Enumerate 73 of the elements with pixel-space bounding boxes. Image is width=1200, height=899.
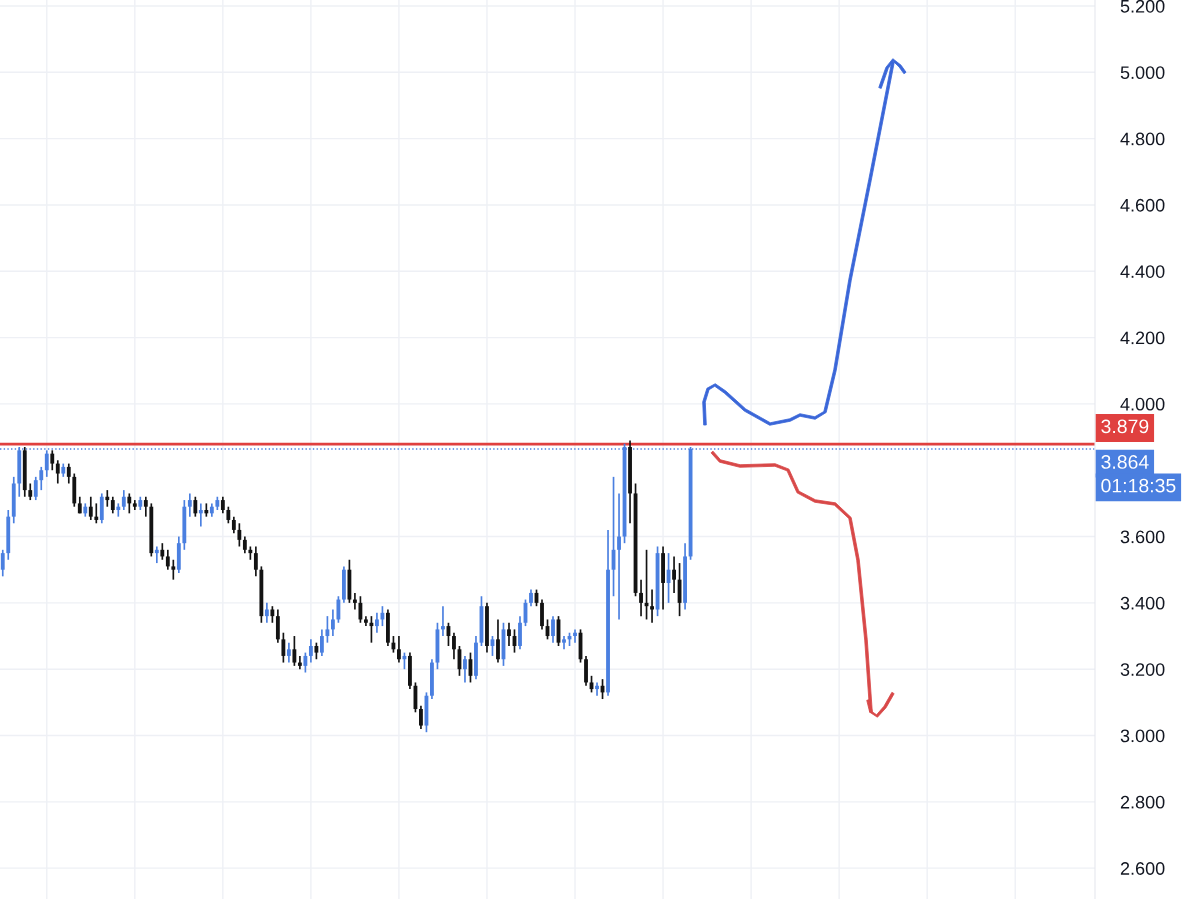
- candlestick: [650, 588, 654, 624]
- text: 01:18:35: [1101, 478, 1176, 493]
- candlestick: [94, 502, 99, 525]
- candlestick: [639, 578, 643, 617]
- candlestick: [39, 466, 44, 491]
- candlestick: [99, 492, 104, 525]
- candlestick: [573, 628, 577, 644]
- y-tick-label: 4.800: [1120, 132, 1165, 146]
- y-tick-label: 4.200: [1120, 331, 1165, 345]
- y-tick-label: 2.800: [1120, 795, 1165, 809]
- candlestick: [369, 615, 374, 644]
- y-tick-label: 3.600: [1120, 530, 1165, 544]
- candlestick: [352, 592, 357, 611]
- candlestick: [44, 449, 49, 478]
- y-tick-label: 4.600: [1120, 198, 1165, 212]
- candlestick: [336, 595, 341, 624]
- candlestick: [496, 618, 500, 664]
- candlestick: [358, 595, 363, 624]
- candlestick: [275, 608, 280, 644]
- candlestick: [419, 704, 423, 730]
- candlestick: [452, 631, 456, 661]
- candlestick: [540, 598, 544, 631]
- y-tick-label: 3.000: [1120, 729, 1165, 743]
- candlestick: [198, 502, 203, 528]
- candlestick: [308, 638, 313, 664]
- candlestick: [518, 615, 522, 651]
- candlestick: [264, 602, 269, 624]
- candlestick: [116, 502, 121, 518]
- y-tick-label: 4.400: [1120, 265, 1165, 278]
- candlestick: [33, 476, 38, 501]
- candlestick: [551, 615, 555, 644]
- y-tick-label: 5.000: [1120, 66, 1165, 80]
- candlestick: [88, 495, 93, 521]
- candlestick: [463, 655, 467, 684]
- ref-line-label: 3.879: [1101, 419, 1149, 434]
- candlestick: [281, 631, 286, 664]
- candlestick: [330, 608, 335, 637]
- candlestick: [380, 605, 385, 627]
- candlestick: [319, 628, 324, 657]
- candlestick: [193, 495, 198, 518]
- candlestick: [127, 492, 132, 515]
- candlestick: [397, 635, 401, 664]
- candlestick: [672, 555, 676, 594]
- candlestick: [237, 522, 242, 548]
- candlestick: [187, 492, 192, 518]
- y-tick-label: 4.000: [1120, 397, 1165, 411]
- candlestick: [325, 615, 330, 644]
- candlestick: [171, 558, 176, 581]
- candlestick: [66, 462, 71, 485]
- candlestick: [121, 489, 126, 511]
- candlestick: [617, 492, 621, 621]
- candlestick: [50, 449, 55, 472]
- candlestick: [303, 651, 308, 674]
- candlestick: [441, 605, 445, 637]
- y-tick-label: 3.200: [1120, 663, 1165, 676]
- candlestick: [105, 489, 110, 508]
- candlestick: [253, 545, 258, 578]
- candlestick: [154, 545, 159, 564]
- candlestick: [292, 635, 297, 667]
- candlestick: [165, 548, 170, 571]
- candlestick: [143, 495, 148, 518]
- y-tick-label: 3.400: [1120, 596, 1165, 610]
- candlestick: [286, 641, 291, 664]
- candlestick: [584, 655, 588, 687]
- y-tick-label: 5.200: [1120, 0, 1165, 13]
- ref-line-label: 3.864: [1101, 455, 1149, 469]
- candlestick: [0, 548, 5, 578]
- candlestick: [595, 681, 599, 697]
- candlestick: [507, 621, 511, 647]
- candlestick: [375, 611, 379, 634]
- y-tick-label: 2.600: [1120, 862, 1165, 875]
- candlestick: [55, 459, 60, 485]
- candlestick: [297, 655, 302, 671]
